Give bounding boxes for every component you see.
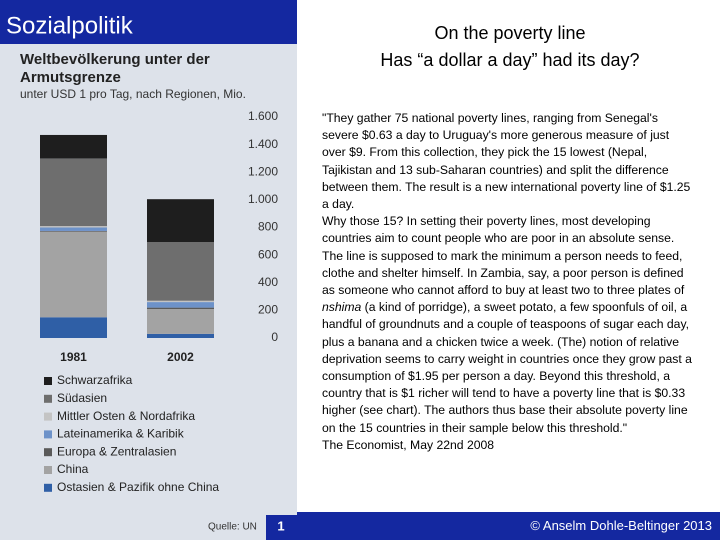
chart-subtitle: unter USD 1 pro Tag, nach Regionen, Mio. [20,87,246,101]
x-tick-label: 1981 [60,350,87,364]
footer: © Anselm Dohle-Beltinger 2013 [297,512,720,540]
chart-title: Weltbevölkerung unter der [20,51,210,68]
legend-swatch [44,448,52,457]
chart-title: Armutsgrenze [20,69,121,86]
section-band [0,0,297,44]
legend-label: Schwarzafrika [57,373,133,387]
bar-segment [40,231,107,318]
text-run: "They gather 75 national poverty lines, … [322,111,691,212]
paragraph: The line is supposed to mark the minimum… [322,248,694,437]
y-tick-label: 400 [258,275,278,289]
text-run: The Economist, May 22nd 2008 [322,437,495,452]
legend-label: Europa & Zentralasien [57,444,176,458]
legend-swatch [44,394,52,403]
bar-segment [40,134,107,159]
text-run: The line is supposed to mark the minimum… [322,248,685,298]
legend-label: Südasien [57,391,107,405]
y-tick-label: 0 [271,330,278,344]
legend-label: Mittler Osten & Nordafrika [57,409,195,423]
bar-segment [147,302,214,308]
legend-label: Lateinamerika & Karibik [57,427,185,441]
bar-segment [40,227,107,231]
bar-segment [147,308,214,334]
source: Quelle: UN [208,522,257,533]
title-line: On the poverty line [434,23,586,43]
y-tick-label: 800 [258,220,278,234]
y-tick-label: 1.200 [248,164,278,178]
paragraph: "They gather 75 national poverty lines, … [322,110,694,213]
body-text: "They gather 75 national poverty lines, … [322,110,694,454]
y-tick-label: 1.400 [248,137,278,151]
text-run: nshima [322,300,362,315]
chart-panel: Sozialpolitik Weltbevölkerung unter der … [0,0,297,540]
y-tick-label: 1.000 [248,192,278,206]
legend-label: China [57,462,89,476]
bar-segment [40,230,107,232]
page-number: 1 [277,518,284,533]
paragraph: The Economist, May 22nd 2008 [322,437,694,454]
title-line: Has “a dollar a day” had its day? [380,50,640,70]
legend-swatch [44,412,52,421]
bar-segment [147,300,214,303]
legend-swatch [44,430,52,439]
bar-segment [40,226,107,228]
legend-swatch [44,466,52,474]
y-tick-label: 1.600 [248,109,278,123]
bar-segment [147,199,214,243]
bar-segment [40,158,107,227]
text-run: (a kind of porridge), a sweet potato, a … [322,300,692,435]
bar-segment [147,242,214,301]
page-number-box [266,515,297,540]
bar-segment [40,317,107,338]
section-title: Sozialpolitik [6,12,134,39]
paragraph: Why those 15? In setting their poverty l… [322,213,694,247]
legend-label: Ostasien & Pazifik ohne China [57,480,219,494]
y-tick-label: 200 [258,303,278,317]
y-tick-label: 600 [258,247,278,261]
text-panel: On the poverty line Has “a dollar a day” … [300,0,720,540]
bar-segment [147,307,214,309]
legend-swatch [44,483,52,492]
x-tick-label: 2002 [167,350,194,364]
slide-title: On the poverty line Has “a dollar a day” … [300,20,720,74]
bar-segment [147,333,214,338]
legend-swatch [44,377,52,385]
text-run: Why those 15? In setting their poverty l… [322,214,675,246]
chart: Sozialpolitik Weltbevölkerung unter der … [0,0,297,540]
